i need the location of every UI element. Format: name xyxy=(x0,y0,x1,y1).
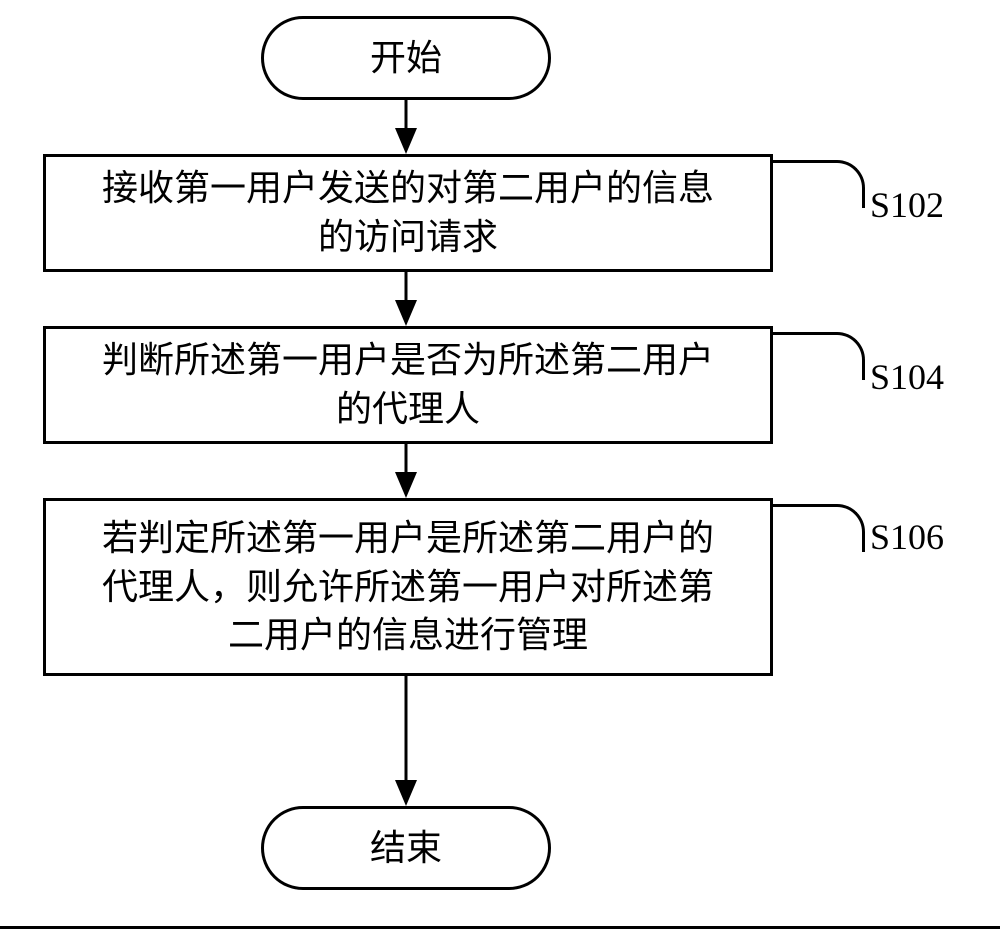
label-connector-s102 xyxy=(773,160,865,208)
process-s106-text: 若判定所述第一用户是所述第二用户的 代理人，则允许所述第一用户对所述第 二用户的… xyxy=(102,514,714,660)
process-step-s102: 接收第一用户发送的对第二用户的信息 的访问请求 xyxy=(43,154,773,272)
step-label-s106: S106 xyxy=(870,516,944,558)
terminator-end-text: 结束 xyxy=(370,824,442,873)
label-connector-s106 xyxy=(773,504,865,552)
process-step-s104: 判断所述第一用户是否为所述第二用户 的代理人 xyxy=(43,326,773,444)
step-label-s104: S104 xyxy=(870,356,944,398)
process-step-s106: 若判定所述第一用户是所述第二用户的 代理人，则允许所述第一用户对所述第 二用户的… xyxy=(43,498,773,676)
flowchart-canvas: 开始 接收第一用户发送的对第二用户的信息 的访问请求 S102 判断所述第一用户… xyxy=(0,0,1000,929)
arrow-layer xyxy=(0,0,1000,929)
terminator-start-text: 开始 xyxy=(370,34,442,83)
process-s104-text: 判断所述第一用户是否为所述第二用户 的代理人 xyxy=(102,336,714,433)
label-connector-s104 xyxy=(773,332,865,380)
terminator-start: 开始 xyxy=(261,16,551,100)
process-s102-text: 接收第一用户发送的对第二用户的信息 的访问请求 xyxy=(102,164,714,261)
step-label-s102: S102 xyxy=(870,184,944,226)
terminator-end: 结束 xyxy=(261,806,551,890)
